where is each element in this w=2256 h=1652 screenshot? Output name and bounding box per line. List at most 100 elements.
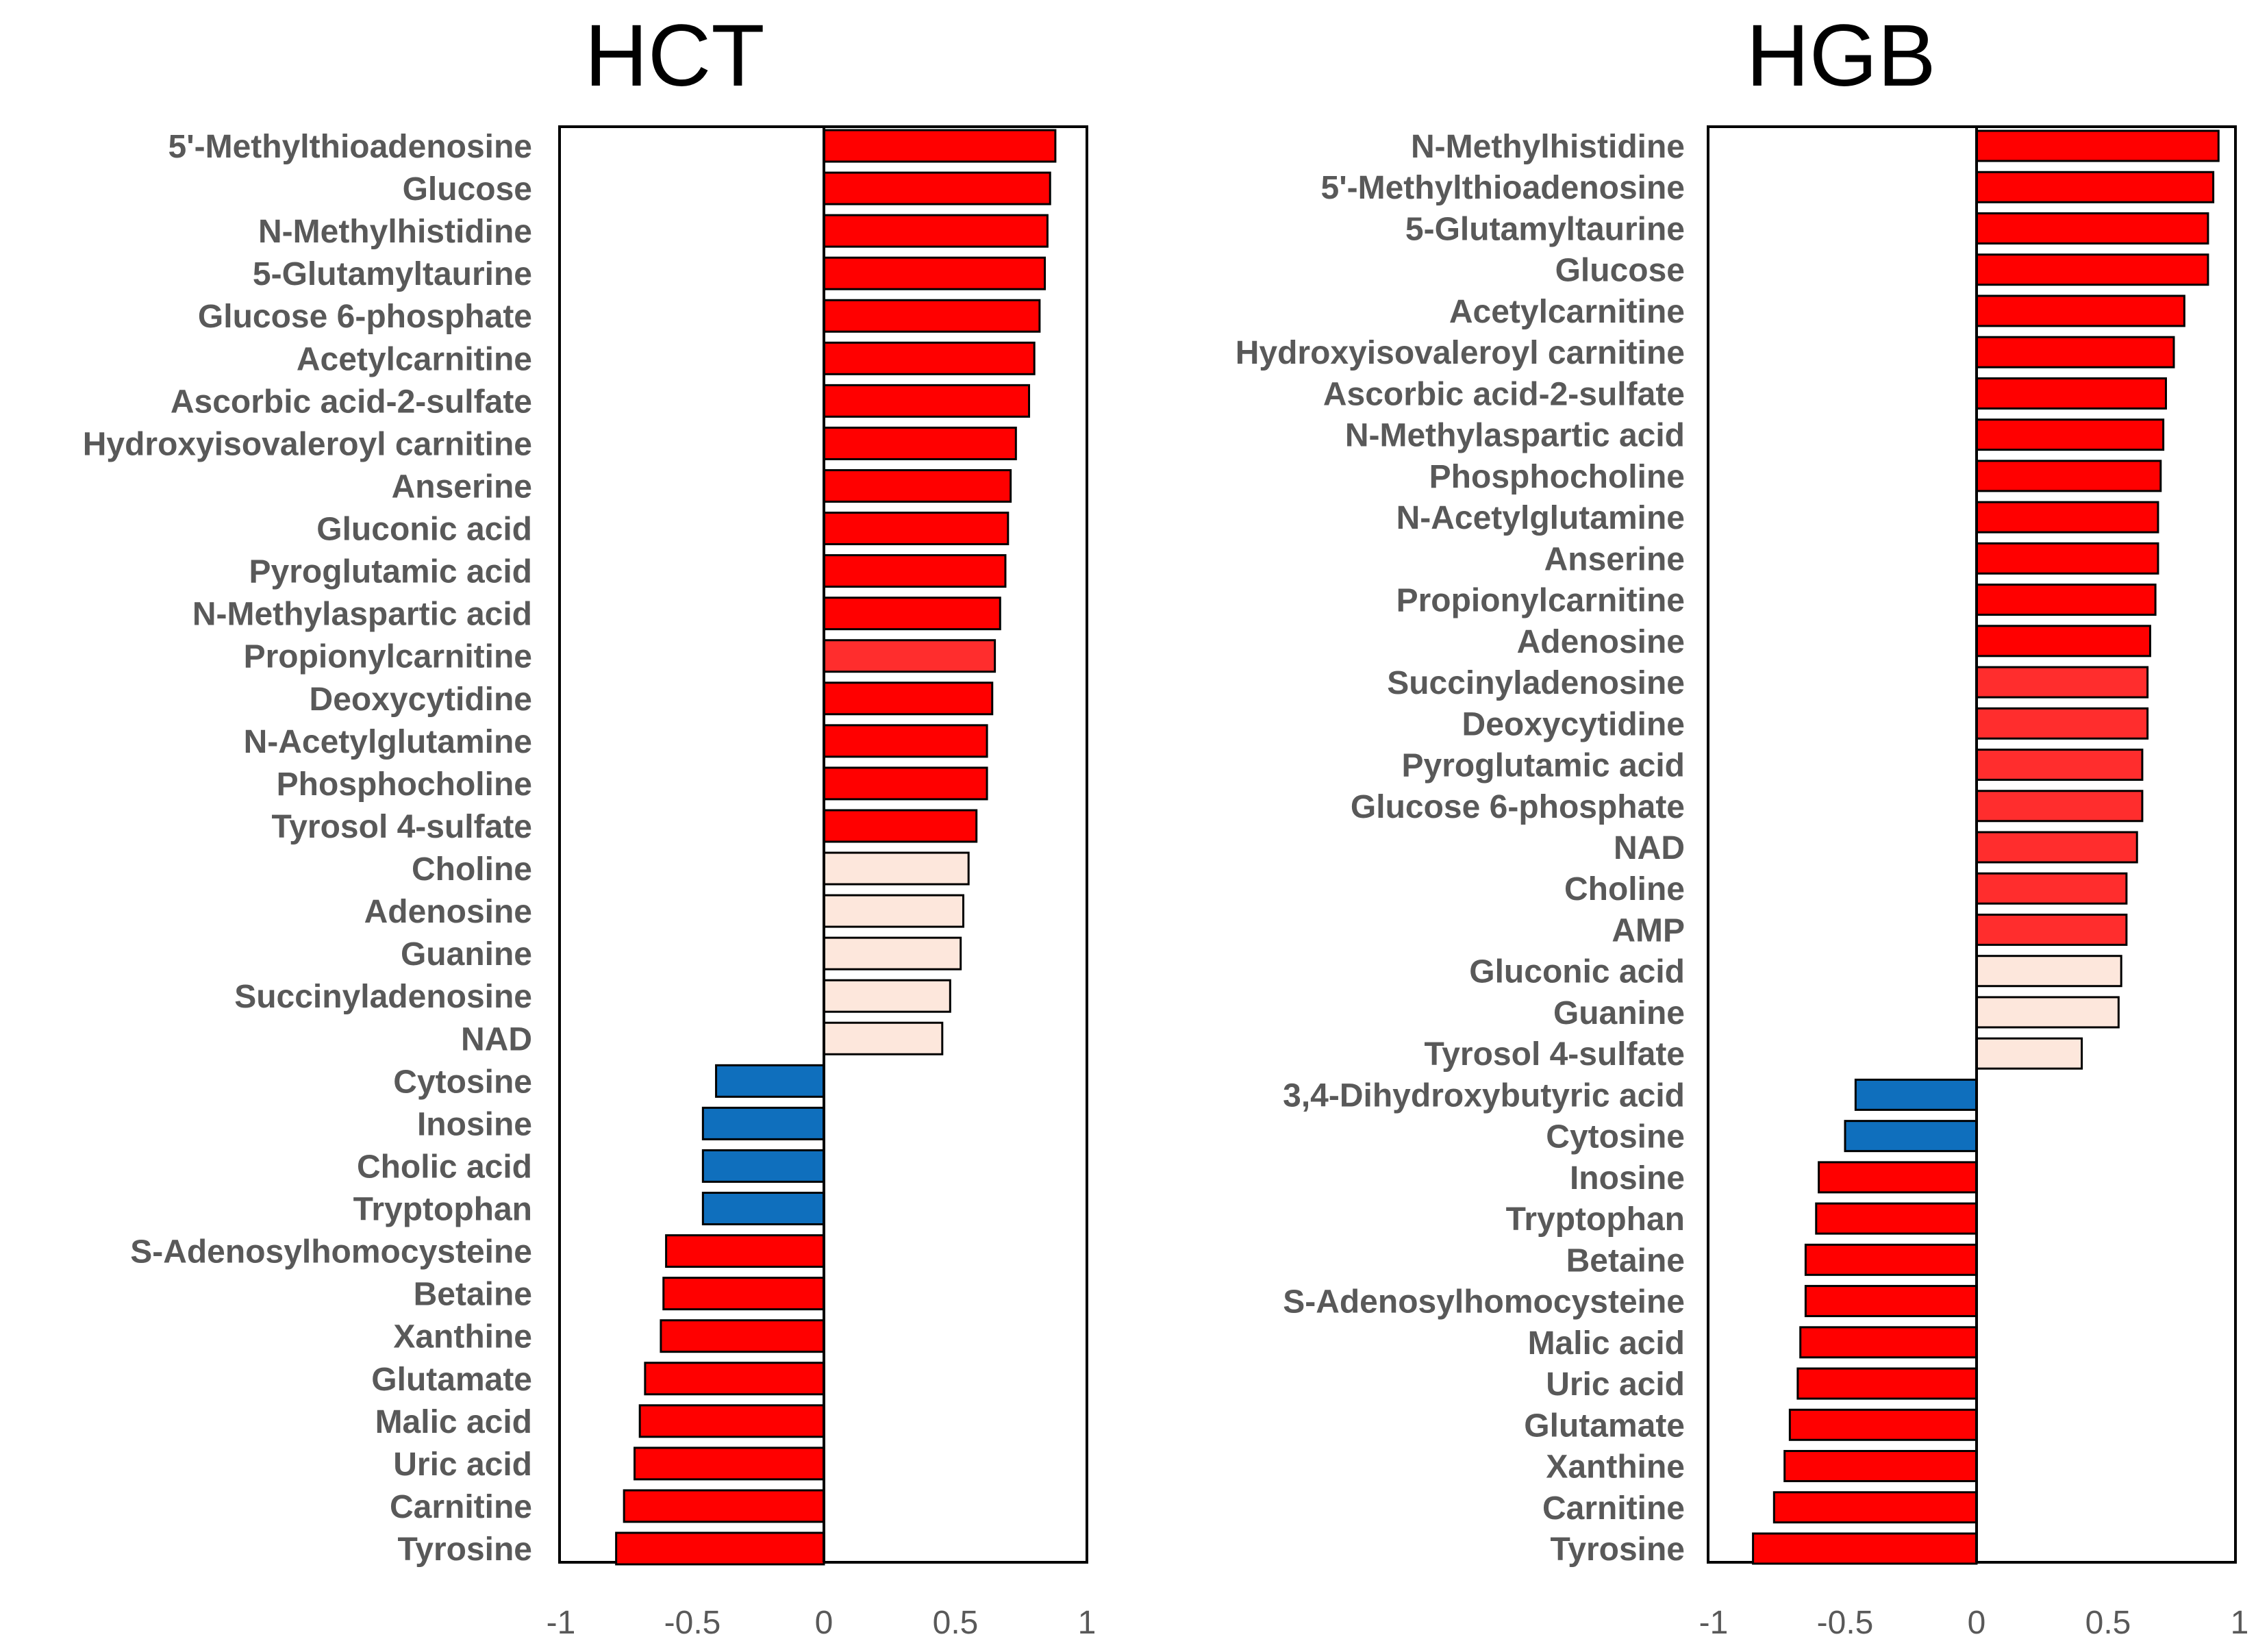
hgb-category-label: Cytosine bbox=[1546, 1119, 1685, 1155]
hgb-bar-8 bbox=[1975, 418, 2165, 451]
hgb-category-label: 3,4-Dihydroxybutyric acid bbox=[1283, 1077, 1685, 1114]
hct-category-label: N-Methylhistidine bbox=[258, 214, 532, 250]
hgb-bar-15 bbox=[1975, 707, 2149, 740]
hct-category-label: Cholic acid bbox=[357, 1149, 532, 1185]
hgb-category-label: N-Methylaspartic acid bbox=[1345, 418, 1685, 454]
hct-bar-10 bbox=[823, 512, 1010, 546]
hct-chart-title: HCT bbox=[584, 7, 764, 105]
hct-category-labels: 5'-Methylthioadenosine Glucose N-Methylhis… bbox=[83, 129, 532, 1568]
hct-category-label: 5'-Methylthioadenosine bbox=[168, 129, 532, 165]
hgb-category-label: Betaine bbox=[1566, 1242, 1685, 1279]
hct-bar-17 bbox=[823, 809, 978, 843]
hgb-category-label: Adenosine bbox=[1517, 624, 1685, 660]
hct-x-tick-label: 0 bbox=[815, 1605, 834, 1641]
hct-bar-13 bbox=[823, 639, 997, 673]
hct-category-label: Phosphocholine bbox=[277, 766, 532, 803]
hct-bar-28 bbox=[662, 1277, 825, 1311]
hct-bar-8 bbox=[823, 426, 1017, 460]
hct-x-ticks: -1 -0.5 0 0.5 1 bbox=[547, 1605, 1096, 1641]
hct-category-label: Inosine bbox=[417, 1106, 532, 1142]
hct-category-label: Gluconic acid bbox=[316, 512, 532, 548]
hct-category-label: Choline bbox=[412, 851, 532, 888]
hgb-x-tick-label: -1 bbox=[1699, 1605, 1729, 1641]
hct-x-tick-label: -0.5 bbox=[664, 1605, 721, 1641]
hgb-bar-30 bbox=[1799, 1326, 1978, 1359]
hgb-bar-25 bbox=[1844, 1120, 1978, 1153]
hct-bar-18 bbox=[823, 851, 970, 886]
hgb-category-label: Glutamate bbox=[1524, 1407, 1685, 1444]
hgb-bar-28 bbox=[1804, 1243, 1978, 1276]
hgb-category-label: Choline bbox=[1564, 871, 1685, 908]
hgb-chart-title: HGB bbox=[1746, 7, 1935, 105]
hct-category-label: Tyrosol 4-sulfate bbox=[271, 809, 532, 845]
hgb-category-label: N-Methylhistidine bbox=[1411, 129, 1685, 165]
hct-bar-16 bbox=[823, 766, 988, 801]
hgb-bar-2 bbox=[1975, 171, 2215, 203]
hgb-category-label: Pyroglutamic acid bbox=[1402, 748, 1685, 784]
hct-bar-4 bbox=[823, 256, 1046, 290]
hct-category-label: Guanine bbox=[401, 936, 532, 973]
hgb-bar-1 bbox=[1975, 129, 2220, 162]
hct-category-label: 5-Glutamyltaurine bbox=[253, 256, 532, 292]
hgb-bar-22 bbox=[1975, 996, 2120, 1029]
hct-bar-26 bbox=[701, 1192, 825, 1226]
hgb-category-label: AMP bbox=[1612, 912, 1685, 949]
hgb-bar-34 bbox=[1772, 1491, 1978, 1524]
hct-category-label: Carnitine bbox=[390, 1489, 532, 1525]
hct-bar-31 bbox=[638, 1404, 825, 1438]
hct-bar-29 bbox=[660, 1319, 825, 1353]
hct-bar-22 bbox=[823, 1021, 944, 1055]
hct-category-label: Uric acid bbox=[393, 1447, 532, 1483]
hct-panel: HCT 5'-Methylthioadenosine Glucose N-Methy… bbox=[83, 7, 1096, 1641]
hgb-category-label: 5'-Methylthioadenosine bbox=[1321, 170, 1685, 206]
hgb-panel: HGB N-Methylhistidine 5'-Methylthioadenos… bbox=[1236, 7, 2249, 1641]
hct-category-label: Anserine bbox=[392, 468, 532, 505]
hct-category-label: NAD bbox=[461, 1021, 532, 1057]
hct-x-tick-label: 1 bbox=[1078, 1605, 1096, 1641]
hgb-bar-10 bbox=[1975, 501, 2159, 534]
hct-category-label: Betaine bbox=[414, 1277, 532, 1313]
hct-bar-34 bbox=[615, 1531, 825, 1566]
hct-bar-30 bbox=[644, 1362, 825, 1396]
hgb-bar-35 bbox=[1752, 1532, 1978, 1565]
hct-bar-25 bbox=[701, 1149, 825, 1183]
hgb-category-label: Tyrosine bbox=[1551, 1531, 1685, 1568]
hct-bar-2 bbox=[823, 171, 1051, 205]
hct-bar-32 bbox=[634, 1447, 825, 1481]
hgb-category-label: Ascorbic acid-2-sulfate bbox=[1323, 376, 1685, 412]
hgb-bar-9 bbox=[1975, 460, 2162, 492]
hct-x-tick-label: 0.5 bbox=[933, 1605, 979, 1641]
hgb-bar-29 bbox=[1804, 1285, 1978, 1318]
hgb-category-label: Deoxycytidine bbox=[1462, 706, 1685, 742]
hgb-bar-12 bbox=[1975, 584, 2157, 616]
hgb-bar-23 bbox=[1975, 1037, 2083, 1070]
hgb-bar-16 bbox=[1975, 749, 2144, 781]
hgb-category-label: Uric acid bbox=[1546, 1366, 1685, 1403]
hct-bar-27 bbox=[665, 1234, 825, 1268]
hgb-category-label: Acetylcarnitine bbox=[1449, 294, 1685, 330]
hct-category-label: N-Methylaspartic acid bbox=[192, 597, 532, 633]
hgb-category-labels: N-Methylhistidine 5'-Methylthioadenosine 5… bbox=[1236, 129, 1685, 1568]
hgb-x-tick-label: 1 bbox=[2231, 1605, 2249, 1641]
hct-bar-33 bbox=[623, 1489, 825, 1523]
hct-bar-3 bbox=[823, 214, 1049, 248]
hgb-category-label: 5-Glutamyltaurine bbox=[1405, 211, 1685, 247]
hct-bar-21 bbox=[823, 979, 951, 1013]
hct-category-label: Glucose bbox=[403, 171, 532, 208]
hgb-category-label: Carnitine bbox=[1542, 1490, 1685, 1527]
hgb-bar-17 bbox=[1975, 790, 2144, 823]
hgb-bar-14 bbox=[1975, 666, 2149, 699]
hgb-x-tick-label: 0 bbox=[1968, 1605, 1986, 1641]
hct-bar-15 bbox=[823, 724, 988, 758]
hgb-category-label: Anserine bbox=[1544, 541, 1685, 577]
hgb-category-label: N-Acetylglutamine bbox=[1396, 500, 1685, 536]
hgb-category-label: Gluconic acid bbox=[1469, 954, 1685, 990]
hgb-bar-32 bbox=[1788, 1408, 1978, 1441]
hgb-category-label: Tryptophan bbox=[1506, 1201, 1685, 1238]
hgb-bar-33 bbox=[1783, 1450, 1978, 1483]
hgb-bar-11 bbox=[1975, 542, 2159, 575]
hct-category-label: S-Adenosylhomocysteine bbox=[130, 1234, 532, 1271]
hgb-bar-7 bbox=[1975, 377, 2167, 410]
hgb-category-label: Hydroxyisovaleroyl carnitine bbox=[1236, 335, 1685, 371]
